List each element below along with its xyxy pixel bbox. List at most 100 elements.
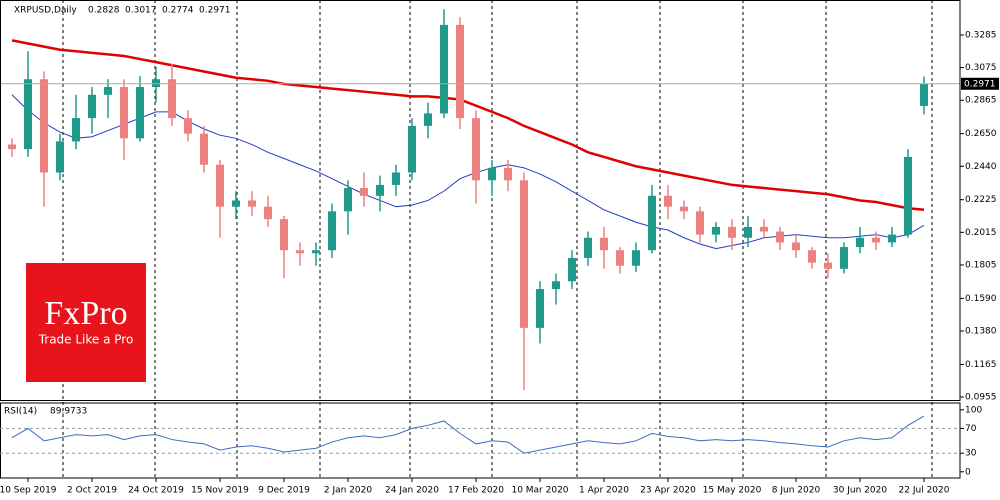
candle-body — [616, 250, 624, 266]
candle-body — [168, 79, 176, 119]
candle-body — [344, 188, 352, 212]
x-tick-label: 22 Jul 2020 — [899, 486, 950, 496]
y-tick-label: 0.1805 — [965, 260, 997, 270]
x-tick-label: 10 Mar 2020 — [511, 486, 568, 496]
ohlc-value: 0.3017 — [125, 6, 157, 16]
y-tick-label: 0.1380 — [965, 327, 997, 337]
y-tick-label: 0.3285 — [965, 30, 997, 40]
ohlc-value: 0.2828 — [88, 6, 120, 16]
x-tick-label: 1 Apr 2020 — [579, 486, 629, 496]
y-tick-label: 70 — [965, 424, 977, 434]
candle-body — [552, 281, 560, 290]
candle-body — [248, 200, 256, 207]
x-tick-label: 17 Feb 2020 — [448, 486, 504, 496]
month-separators — [62, 0, 933, 478]
logo-box — [26, 263, 146, 382]
y-tick-label: 0.1590 — [965, 294, 997, 304]
candle-body — [216, 164, 224, 207]
y-tick-label: 0.3075 — [965, 63, 997, 73]
x-tick-label: 9 Dec 2019 — [258, 486, 310, 496]
candle-body — [760, 226, 768, 232]
candle-body — [712, 226, 720, 235]
candle-body — [584, 237, 592, 258]
rsi-title: RSI(14) — [4, 407, 37, 417]
candle-body — [808, 250, 816, 263]
candle-body — [824, 262, 832, 269]
candle-body — [872, 237, 880, 243]
candle-body — [104, 87, 112, 95]
candle-body — [56, 141, 64, 173]
candle-body — [904, 156, 912, 235]
rsi-panel-frame — [0, 402, 961, 479]
candle-body — [280, 219, 288, 251]
x-tick-label: 8 Jun 2020 — [772, 486, 821, 496]
candle-body — [744, 226, 752, 238]
candle-body — [536, 289, 544, 328]
chart-title: XRPUSD,Daily — [14, 6, 77, 16]
candle-body — [600, 237, 608, 251]
candle-body — [696, 211, 704, 235]
candle-body — [776, 231, 784, 243]
candle-body — [488, 167, 496, 181]
candle-body — [40, 79, 48, 173]
candle-body — [408, 125, 416, 173]
logo-brand: FxPro — [44, 295, 127, 332]
candle-body — [392, 172, 400, 185]
candle-body — [264, 206, 272, 220]
candle-body — [440, 24, 448, 114]
last-price-tag — [961, 77, 999, 90]
candle-body — [184, 118, 192, 134]
candle-body — [648, 195, 656, 251]
logo-tagline: Trade Like a Pro — [38, 333, 134, 347]
candle-body — [920, 83, 928, 106]
candle-body — [88, 94, 96, 119]
candle-body — [296, 250, 304, 254]
ohlc-value: 0.2774 — [162, 6, 194, 16]
candle-body — [72, 118, 80, 142]
y-tick-label: 100 — [965, 405, 982, 415]
x-tick-label: 10 Sep 2019 — [0, 486, 57, 496]
candle-body — [568, 257, 576, 282]
candle-body — [792, 242, 800, 251]
candle-body — [888, 234, 896, 243]
candle-body — [632, 250, 640, 266]
y-tick-label: 0.2865 — [965, 96, 997, 106]
candle-body — [328, 211, 336, 251]
candle-body — [152, 79, 160, 88]
x-tick-label: 15 May 2020 — [703, 486, 762, 496]
x-tick-label: 23 Apr 2020 — [640, 486, 696, 496]
y-tick-label: 0.1165 — [965, 360, 997, 370]
candle-body — [472, 118, 480, 181]
price-panel-frame — [0, 0, 961, 401]
candle-body — [856, 237, 864, 248]
candle-body — [456, 24, 464, 119]
candle-body — [360, 188, 368, 196]
x-tick-label: 2 Jan 2020 — [324, 486, 372, 496]
candle-body — [24, 79, 32, 150]
candle-body — [312, 250, 320, 254]
x-tick-label: 2 Oct 2019 — [67, 486, 117, 496]
candle-body — [664, 195, 672, 207]
candle-body — [520, 180, 528, 328]
y-tick-label: 0.2650 — [965, 129, 997, 139]
candle-body — [8, 144, 16, 150]
moving-average — [11, 39, 925, 212]
moving-average — [11, 94, 925, 250]
x-tick-label: 24 Oct 2019 — [128, 486, 184, 496]
candle-body — [120, 87, 128, 139]
ohlc-value: 0.2971 — [199, 6, 231, 16]
candle-body — [232, 200, 240, 207]
y-tick-label: 0.2440 — [965, 162, 997, 172]
x-tick-label: 24 Jan 2020 — [385, 486, 439, 496]
candle-body — [680, 206, 688, 212]
rsi-value: 89.9733 — [50, 407, 87, 417]
candle-body — [200, 133, 208, 165]
candle-body — [504, 167, 512, 181]
y-tick-label: 0.0955 — [965, 393, 997, 403]
y-tick-label: 0.2225 — [965, 195, 997, 205]
y-tick-label: 0.2015 — [965, 228, 997, 238]
candle-body — [136, 87, 144, 139]
